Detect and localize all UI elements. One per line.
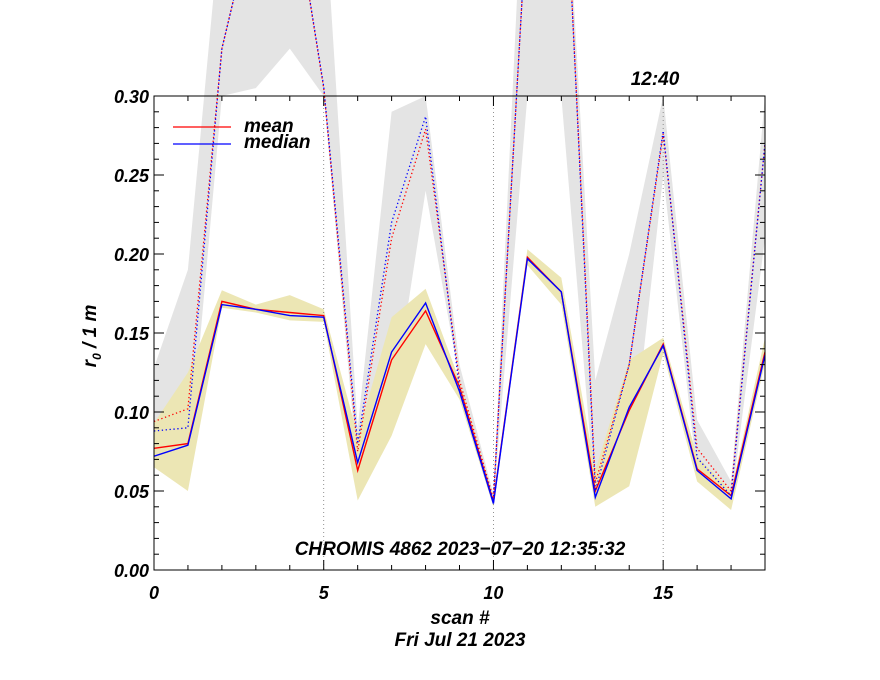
- y-axis-title-main: r: [80, 358, 101, 367]
- plot-frame: [153, 95, 766, 571]
- y-tick-label: 0.30: [114, 87, 149, 107]
- legend-label-median: median: [244, 132, 311, 153]
- axis-ticks: 0.00 0.05 0.10 0.15 0.20 0.25 0.30 0 5 10 15: [114, 87, 766, 603]
- data-lines: [154, 0, 765, 504]
- y-tick-label: 0.25: [114, 166, 150, 186]
- legend-label-mean: mean: [244, 116, 294, 137]
- band-0: [154, 0, 765, 504]
- y-tick-label: 0.05: [114, 482, 150, 502]
- series-median-solid: [154, 257, 765, 504]
- time-marker-label: 12:40: [631, 69, 680, 90]
- y-tick-label: 0.20: [114, 245, 149, 265]
- scan-boundary-lines: [323, 96, 664, 570]
- y-tick-label: 0.10: [114, 403, 149, 423]
- y-axis-title-subscript: 0: [90, 353, 104, 360]
- plot-border: [153, 95, 766, 571]
- y-tick-label: 0.15: [114, 324, 150, 344]
- x-tick-label: 10: [483, 583, 503, 603]
- date-label: Fri Jul 21 2023: [395, 630, 526, 651]
- x-tick-label: 15: [653, 583, 674, 603]
- y-tick-label: 0.00: [114, 561, 149, 581]
- legend: mean median: [173, 116, 311, 153]
- x-axis-title: scan #: [430, 608, 490, 629]
- chart-annotation: CHROMIS 4862 2023−07−20 12:35:32: [295, 539, 626, 560]
- x-tick-label: 5: [319, 583, 330, 603]
- series-mean-dotted: [154, 0, 765, 500]
- x-tick-label: 0: [149, 583, 159, 603]
- y-axis-title: r0 / 1 m: [80, 305, 104, 368]
- y-axis-title-rest: / 1 m: [80, 305, 101, 354]
